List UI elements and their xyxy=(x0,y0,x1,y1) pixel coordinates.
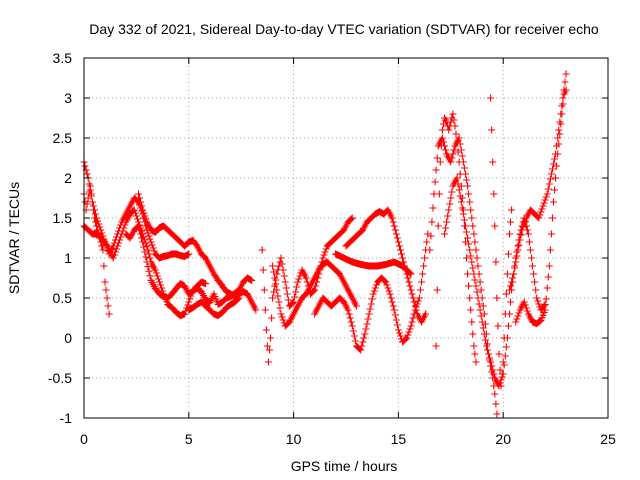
chart-title: Day 332 of 2021, Sidereal Day-to-day VTE… xyxy=(89,21,599,37)
plus-markers xyxy=(512,86,570,328)
plus-markers xyxy=(258,214,356,366)
plus-markers xyxy=(432,110,480,366)
x-tick-label: 20 xyxy=(495,431,511,447)
x-tick-label: 0 xyxy=(80,431,88,447)
data-series xyxy=(80,70,570,418)
series-satellite-track-12 xyxy=(432,110,480,366)
plus-markers xyxy=(122,222,210,302)
grid xyxy=(84,58,608,418)
y-tick-label: 3 xyxy=(64,90,72,106)
plus-markers xyxy=(487,94,516,390)
x-tick-label: 5 xyxy=(185,431,193,447)
series-satellite-track-4 xyxy=(122,222,210,302)
series-satellite-track-16 xyxy=(506,70,570,294)
series-satellite-track-8 xyxy=(269,258,360,330)
x-axis-label: GPS time / hours xyxy=(291,458,398,474)
series-satellite-track-7 xyxy=(258,214,356,366)
series-satellite-track-10 xyxy=(342,206,430,326)
y-tick-label: -0.5 xyxy=(48,370,72,386)
x-tick-label: 25 xyxy=(600,431,616,447)
y-tick-label: 1 xyxy=(64,250,72,266)
y-tick-label: 0 xyxy=(64,330,72,346)
plus-markers xyxy=(269,258,360,330)
y-tick-label: 3.5 xyxy=(53,50,73,66)
series-satellite-track-6 xyxy=(185,294,243,320)
axes: 0 5 10 15 20 25 -1 -0.5 0 0.5 1 1.5 2 2.5 3 3.5 xyxy=(48,50,616,447)
series-satellite-track-17 xyxy=(512,86,570,328)
plot-frame xyxy=(83,57,609,419)
y-tick-label: -1 xyxy=(60,410,73,426)
y-axis-label: SDTVAR / TECUs xyxy=(6,182,22,294)
plus-markers xyxy=(135,190,260,314)
plus-markers xyxy=(342,206,430,326)
plus-markers xyxy=(332,250,415,278)
x-tick-label: 15 xyxy=(391,431,407,447)
series-satellite-track-11 xyxy=(332,250,415,278)
series-satellite-track-15 xyxy=(487,94,516,390)
y-tick-label: 1.5 xyxy=(53,210,73,226)
plus-markers xyxy=(185,294,243,320)
y-tick-label: 2 xyxy=(64,170,72,186)
y-tick-label: 2.5 xyxy=(53,130,73,146)
plus-markers xyxy=(506,70,570,294)
series-satellite-track-5 xyxy=(135,190,260,314)
y-tick-label: 0.5 xyxy=(53,290,73,306)
x-tick-label: 10 xyxy=(286,431,302,447)
